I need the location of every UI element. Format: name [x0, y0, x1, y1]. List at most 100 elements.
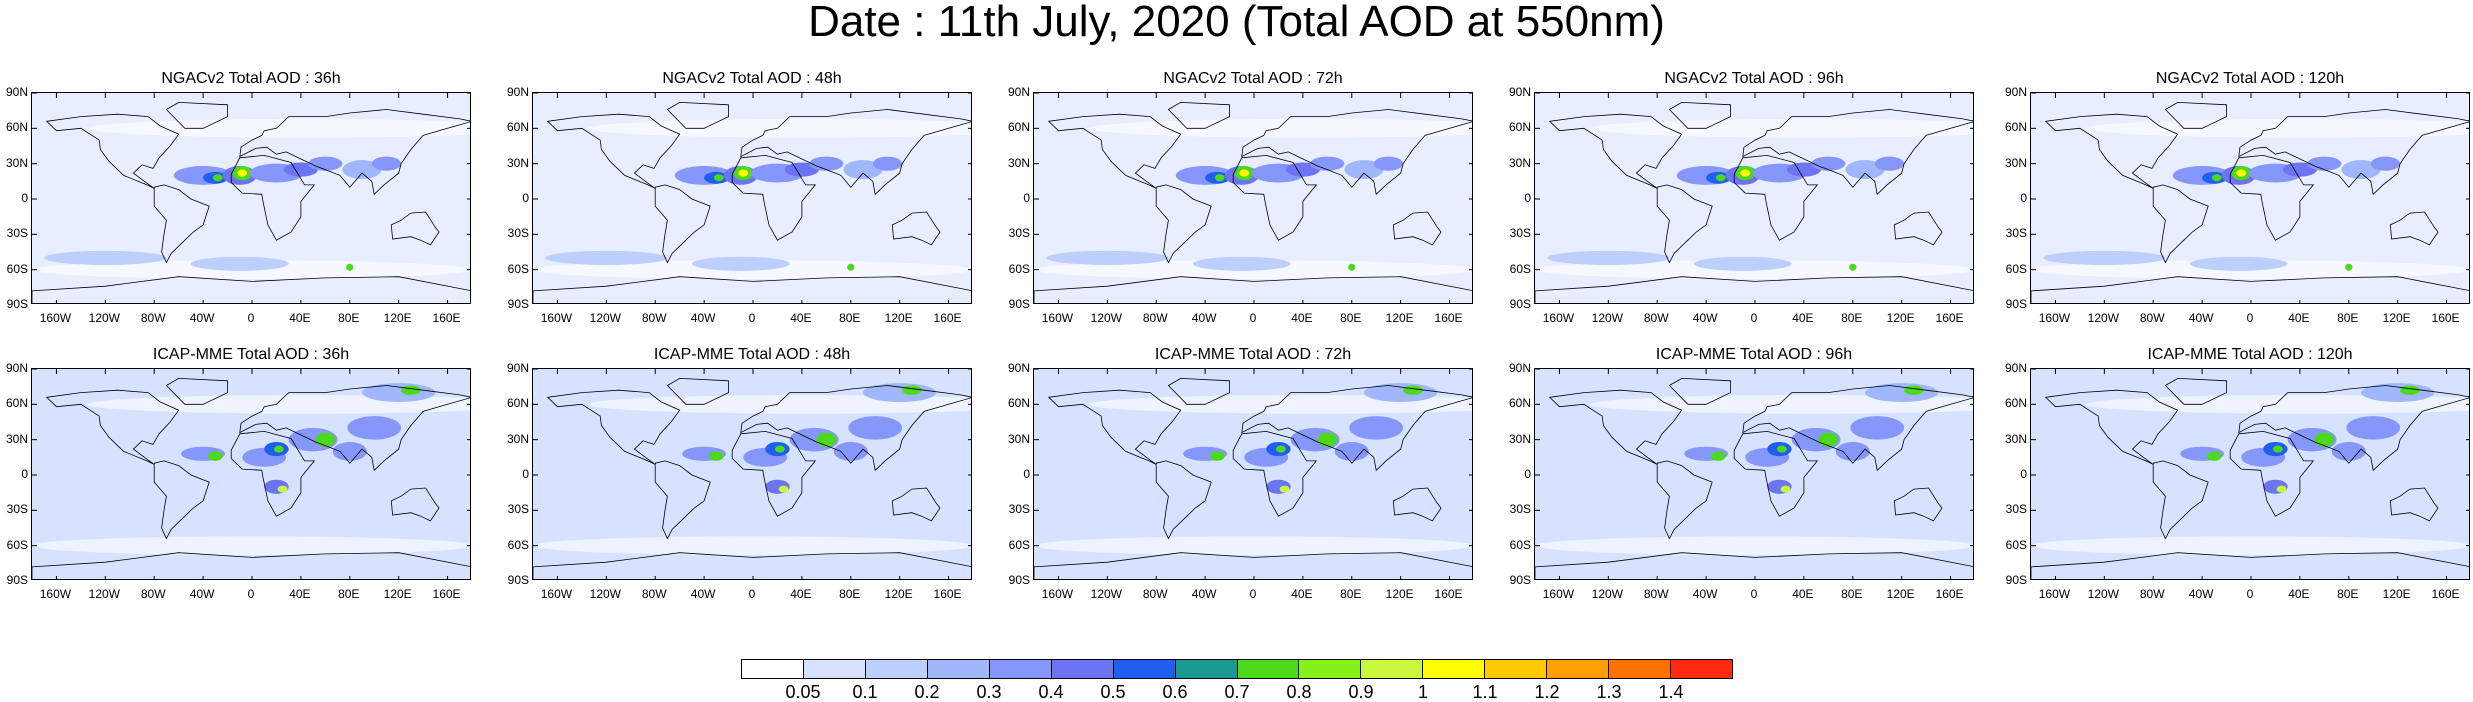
lat-tick-label: 90S	[507, 573, 529, 587]
aod-plume	[1279, 485, 1290, 493]
coastline	[2389, 211, 2439, 246]
lon-tick-label: 120E	[2382, 587, 2411, 601]
colorbar-swatch	[1609, 660, 1672, 678]
lat-tick-label: 90S	[507, 297, 529, 311]
aod-plume	[2370, 156, 2401, 171]
coastline	[2164, 377, 2228, 405]
aod-map	[532, 92, 972, 304]
lon-tick-label: 0	[247, 587, 255, 601]
lon-tick-label: 120E	[884, 587, 913, 601]
lon-tick-label: 40E	[289, 587, 311, 601]
colorbar-swatch	[927, 660, 990, 678]
coastline	[2389, 487, 2439, 522]
lon-tick-label: 80W	[2139, 311, 2165, 325]
coastline	[533, 276, 971, 303]
lon-tick-label: 120E	[383, 587, 412, 601]
coastline	[1392, 487, 1442, 522]
aod-clear-band	[588, 118, 971, 138]
coastline	[1167, 101, 1231, 129]
aod-plume	[1904, 385, 1924, 395]
lat-tick-label: 30N	[1508, 155, 1531, 170]
lon-tick-label: 80W	[1142, 587, 1168, 601]
lon-tick-label: 120W	[589, 311, 621, 325]
lat-tick-label: 60N	[1007, 120, 1030, 135]
lat-tick-label: 30S	[507, 502, 529, 517]
lat-tick-label: 60S	[507, 261, 529, 276]
colorbar-swatch	[1423, 660, 1486, 678]
aod-plume	[1214, 174, 1225, 182]
aod-plume	[863, 383, 937, 402]
aod-plume	[2276, 485, 2287, 493]
aod-plume	[2189, 256, 2288, 271]
lon-tick-label: 0	[247, 311, 255, 325]
coastline	[1034, 276, 1472, 303]
lon-tick-label: 160W	[39, 311, 72, 325]
coastline	[891, 211, 941, 246]
coastline	[1241, 109, 1472, 196]
panel-title: ICAP-MME Total AOD : 48h	[653, 346, 851, 363]
coastline	[2164, 101, 2228, 129]
aod-plume	[1364, 383, 1438, 402]
coastline	[1733, 154, 1819, 241]
lon-tick-label: 160W	[540, 311, 573, 325]
lon-tick-label: 40W	[2188, 311, 2214, 325]
colorbar-label: 1.1	[1472, 682, 1498, 702]
lon-tick-label: 40E	[790, 587, 812, 601]
lat-tick-label: 30N	[506, 155, 529, 170]
lon-tick-label: 40W	[1692, 311, 1718, 325]
lat-tick-label: 90S	[1008, 573, 1030, 587]
coastline	[1668, 377, 1732, 405]
colorbar-label: 0.5	[1100, 682, 1126, 702]
aod-clear-band	[1590, 118, 1973, 138]
lon-tick-label: 120W	[2087, 587, 2119, 601]
aod-plume	[44, 250, 167, 265]
lat-tick-label: 90N	[2004, 361, 2027, 375]
lat-tick-label: 0	[2020, 191, 2027, 205]
colorbar-label: 0.1	[852, 682, 878, 702]
aod-plume	[1835, 442, 1870, 461]
map-panel: ICAP-MME Total AOD : 96h 90N 60N 30N 0 30S 60S…	[1509, 346, 1974, 606]
coastline	[45, 389, 180, 465]
panel-title: NGACv2 Total AOD : 36h	[161, 70, 341, 87]
lon-tick-label: 160W	[1041, 311, 1074, 325]
lon-tick-label: 40W	[1191, 587, 1217, 601]
lon-tick-label: 120W	[1591, 587, 1623, 601]
lat-tick-label: 0	[1524, 467, 1531, 481]
aod-plume	[190, 256, 289, 271]
lon-tick-label: 120W	[1090, 311, 1122, 325]
lat-tick-label: 90N	[5, 361, 28, 375]
lat-tick-label: 0	[1023, 467, 1030, 481]
lat-tick-label: 90N	[506, 361, 529, 375]
lat-tick-label: 30N	[1007, 431, 1030, 446]
aod-plume	[1317, 432, 1338, 447]
aod-plume	[691, 256, 790, 271]
coastline	[230, 154, 316, 241]
lon-tick-label: 120E	[2382, 311, 2411, 325]
coastline	[1733, 430, 1819, 517]
aod-plume	[2207, 451, 2222, 461]
lon-tick-label: 80E	[2337, 311, 2359, 325]
lat-tick-label: 90S	[2005, 297, 2027, 311]
colorbar-swatch	[1485, 660, 1548, 678]
aod-clear-band	[1535, 536, 1973, 556]
lon-tick-label: 0	[1249, 311, 1257, 325]
aod-plume	[1850, 416, 1905, 440]
colorbar-swatch	[803, 660, 866, 678]
coastline	[1232, 154, 1318, 241]
coastline	[1241, 385, 1472, 472]
aod-plume	[2043, 250, 2166, 265]
lon-tick-label: 160E	[1935, 311, 1964, 325]
lat-tick-label: 60S	[507, 537, 529, 552]
aod-plume	[1334, 442, 1369, 461]
coastline	[666, 101, 730, 129]
lat-tick-label: 30S	[1008, 502, 1030, 517]
aod-plume	[1210, 451, 1225, 461]
lat-tick-label: 30S	[6, 226, 28, 241]
lon-tick-label: 80W	[140, 311, 166, 325]
coastline	[1535, 276, 1973, 303]
aod-plume	[2341, 160, 2381, 179]
lat-tick-label: 60S	[1008, 537, 1030, 552]
lat-tick-label: 90S	[1509, 573, 1531, 587]
coastline	[390, 211, 440, 246]
aod-plume	[2345, 263, 2353, 271]
